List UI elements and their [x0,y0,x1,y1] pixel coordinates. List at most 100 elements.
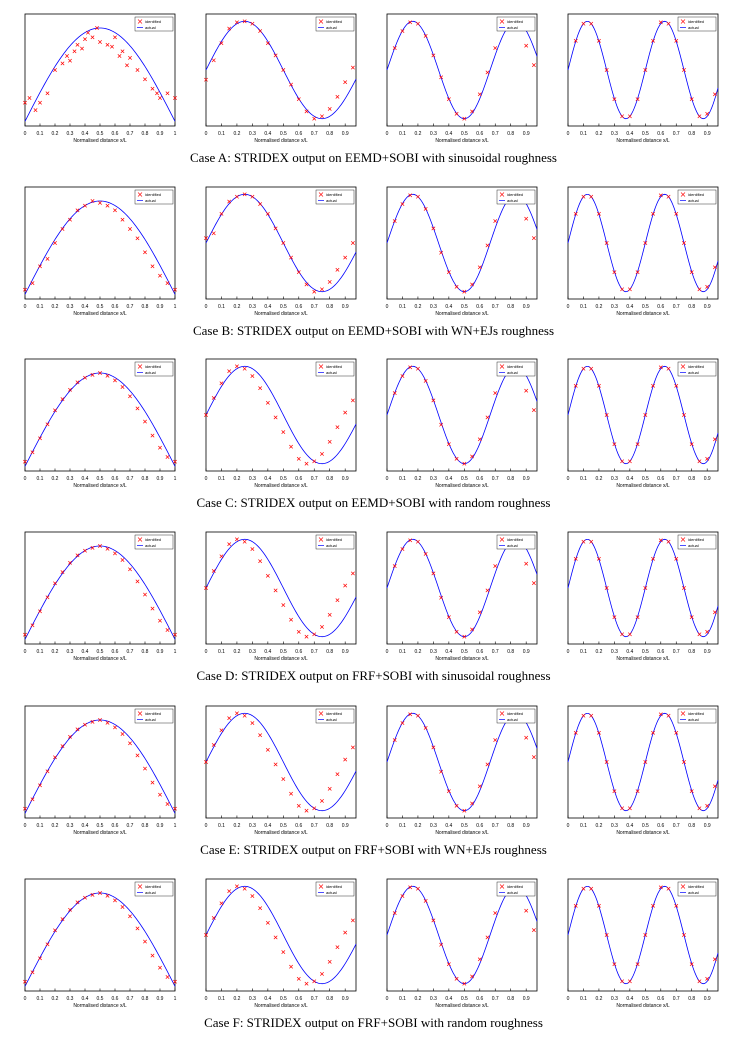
x-tick-label: 0.8 [507,476,514,482]
identified-point [227,889,232,894]
x-tick-label: 0.5 [461,649,468,655]
identified-point [462,981,467,986]
identified-point [531,755,536,760]
legend-identified-marker [318,711,324,716]
identified-point [113,378,117,383]
identified-point [643,760,648,764]
identified-point [524,561,529,566]
x-tick-label: 0.1 [399,131,406,137]
identified-point [296,976,301,981]
chart-panel-case-c-col-3: 0 0.1 0.2 0.3 0.4 0.5 0.6 0.7 0.8 0.9 Normalised d… [386,358,538,489]
x-tick-label: 0.9 [523,131,530,137]
identified-point [45,91,50,96]
identified-point [83,203,87,208]
identified-point [666,539,671,544]
identified-point [343,583,348,588]
identified-point [596,38,601,43]
x-axis-label: Normalised distance x/L [616,311,670,317]
identified-point [589,366,594,371]
x-tick-label: 0.7 [127,304,134,310]
x-tick-label: 0.9 [523,996,530,1002]
identified-point [674,556,679,561]
identified-point [477,437,482,442]
identified-point [105,546,110,551]
identified-point [234,194,239,199]
legend-actual-label: actual [507,370,518,375]
identified-point [90,545,95,550]
x-tick-label: 0.1 [37,823,44,829]
identified-point [60,227,65,231]
x-axis-label: Normalised distance x/L [73,311,127,317]
x-tick-label: 0.8 [507,304,514,310]
x-tick-label: 0.6 [295,304,302,310]
identified-point [581,713,586,718]
identified-point [86,30,90,35]
identified-point [327,107,332,111]
identified-point [485,935,490,940]
x-tick-label: 0 [567,649,570,655]
identified-point [165,455,170,459]
x-tick-label: 0.6 [112,304,119,310]
x-tick-label: 0.8 [142,304,149,310]
identified-point [204,236,208,241]
identified-point [227,716,232,721]
x-axis-label: Normalised distance x/L [435,311,489,317]
identified-point [165,975,170,979]
x-tick-label: 0 [205,304,208,310]
identified-point [604,413,609,417]
identified-point [120,732,125,736]
identified-point [643,933,648,937]
identified-point [454,629,459,634]
x-tick-label: 0.6 [112,476,119,482]
x-tick-label: 0.7 [127,823,134,829]
x-tick-label: 0.2 [52,649,59,655]
x-tick-label: 0.9 [523,304,530,310]
legend-box [315,189,355,205]
identified-point [158,792,162,797]
identified-point [227,199,232,204]
x-tick-label: 0.5 [280,131,287,137]
actual-curve [386,538,538,638]
identified-point [423,725,428,730]
identified-point [289,617,293,622]
identified-point [423,898,428,903]
identified-point [415,886,420,891]
identified-point [30,797,35,802]
identified-point [470,801,474,806]
identified-point [697,806,702,811]
x-tick-label: 0.8 [142,649,149,655]
legend-box [315,881,355,897]
x-axis-label: Normalised distance x/L [73,830,127,836]
chart-panel-case-e-col-3: 0 0.1 0.2 0.3 0.4 0.5 0.6 0.7 0.8 0.9 Normalised d… [386,705,538,836]
identified-point [493,46,498,51]
identified-point [596,211,601,216]
identified-point [589,539,594,544]
x-tick-label: 1 [174,823,177,829]
identified-point [258,202,263,206]
identified-point [158,445,162,450]
actual-curve [567,193,719,293]
x-tick-label: 0.7 [673,823,680,829]
identified-point [273,415,278,420]
legend-actual-label: actual [145,543,156,548]
identified-point [38,956,42,961]
figure-caption-case-b: Case B: STRIDEX output on EEMD+SOBI with… [192,323,555,338]
legend-actual-label: actual [326,25,337,30]
identified-point [60,570,65,575]
x-axis-label: Normalised distance x/L [254,138,308,144]
identified-point [573,383,578,388]
x-tick-label: 0.5 [97,476,104,482]
identified-point [627,632,632,637]
identified-point [689,789,694,794]
identified-point [250,21,255,26]
actual-curve [24,719,176,814]
identified-point [493,391,498,396]
identified-point [90,892,95,897]
identified-point [589,21,594,26]
identified-point [320,452,324,456]
identified-point [165,91,170,96]
identified-point [620,459,625,464]
identified-point [470,627,474,632]
x-tick-label: 0.6 [112,996,119,1002]
identified-point [105,42,110,47]
